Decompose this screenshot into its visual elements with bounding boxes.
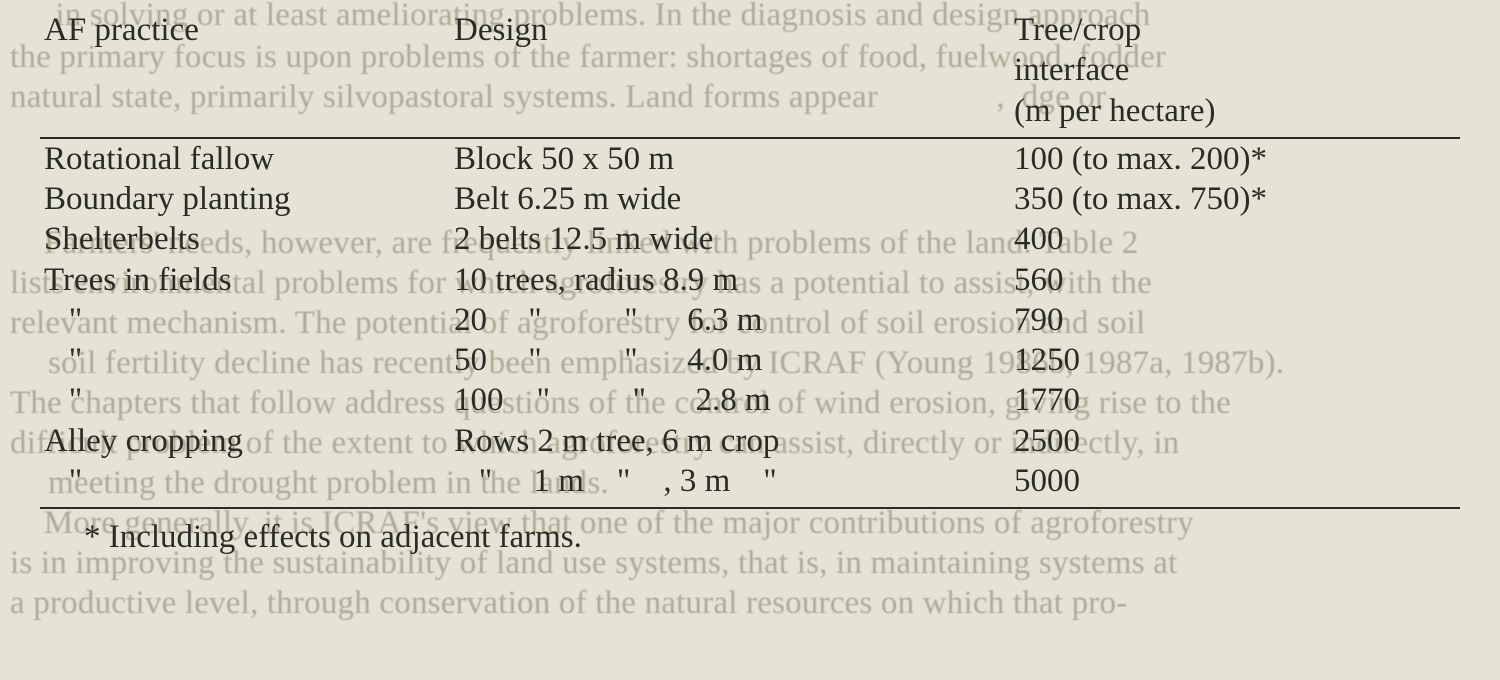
table-row: Shelterbelts 2 belts 12.5 m wide 400 <box>40 219 1460 259</box>
cell-design: 10 trees, radius 8.9 m <box>454 260 1014 300</box>
col-header-interface-line1: Tree/crop <box>1014 10 1460 50</box>
scanned-page: in solving or at least ameliorating prob… <box>0 0 1500 680</box>
col-header-design: Design <box>454 10 1014 138</box>
table-row: " " 1 m " , 3 m " 5000 <box>40 461 1460 501</box>
cell-practice: Boundary planting <box>40 179 454 219</box>
cell-practice: " <box>40 380 454 420</box>
bleed-line: a productive level, through conservation… <box>0 582 1500 625</box>
table-row: " 100 " " 2.8 m 1770 <box>40 380 1460 420</box>
cell-value: 100 (to max. 200)* <box>1014 138 1460 179</box>
cell-design: Block 50 x 50 m <box>454 138 1014 179</box>
cell-design: 100 " " 2.8 m <box>454 380 1014 420</box>
col-header-interface: Tree/crop interface (m per hectare) <box>1014 10 1460 138</box>
cell-value: 5000 <box>1014 461 1460 501</box>
col-header-interface-line3: (m per hectare) <box>1014 91 1460 131</box>
table-header-row: AF practice Design Tree/crop interface (… <box>40 10 1460 138</box>
col-header-interface-line2: interface <box>1014 50 1460 90</box>
cell-practice: Shelterbelts <box>40 219 454 259</box>
cell-practice: " <box>40 340 454 380</box>
cell-design: 2 belts 12.5 m wide <box>454 219 1014 259</box>
cell-design: Belt 6.25 m wide <box>454 179 1014 219</box>
cell-value: 350 (to max. 750)* <box>1014 179 1460 219</box>
cell-value: 400 <box>1014 219 1460 259</box>
table-row: Alley cropping Rows 2 m tree, 6 m crop 2… <box>40 421 1460 461</box>
table-row: " 50 " " 4.0 m 1250 <box>40 340 1460 380</box>
cell-value: 1770 <box>1014 380 1460 420</box>
cell-practice: " <box>40 300 454 340</box>
table-bottom-rule <box>40 501 1460 508</box>
table-body: Rotational fallow Block 50 x 50 m 100 (t… <box>40 138 1460 508</box>
cell-practice: Trees in fields <box>40 260 454 300</box>
cell-value: 1250 <box>1014 340 1460 380</box>
cell-design: " 1 m " , 3 m " <box>454 461 1014 501</box>
col-header-practice: AF practice <box>40 10 454 138</box>
table-row: Trees in fields 10 trees, radius 8.9 m 5… <box>40 260 1460 300</box>
cell-design: Rows 2 m tree, 6 m crop <box>454 421 1014 461</box>
cell-practice: Alley cropping <box>40 421 454 461</box>
cell-design: 20 " " 6.3 m <box>454 300 1014 340</box>
cell-practice: Rotational fallow <box>40 138 454 179</box>
cell-practice: " <box>40 461 454 501</box>
cell-value: 790 <box>1014 300 1460 340</box>
table-row: " 20 " " 6.3 m 790 <box>40 300 1460 340</box>
cell-value: 2500 <box>1014 421 1460 461</box>
cell-value: 560 <box>1014 260 1460 300</box>
table-row: Rotational fallow Block 50 x 50 m 100 (t… <box>40 138 1460 179</box>
table-footnote: * Including effects on adjacent farms. <box>40 509 1460 556</box>
table-row: Boundary planting Belt 6.25 m wide 350 (… <box>40 179 1460 219</box>
cell-design: 50 " " 4.0 m <box>454 340 1014 380</box>
agroforestry-interface-table: AF practice Design Tree/crop interface (… <box>40 10 1460 509</box>
